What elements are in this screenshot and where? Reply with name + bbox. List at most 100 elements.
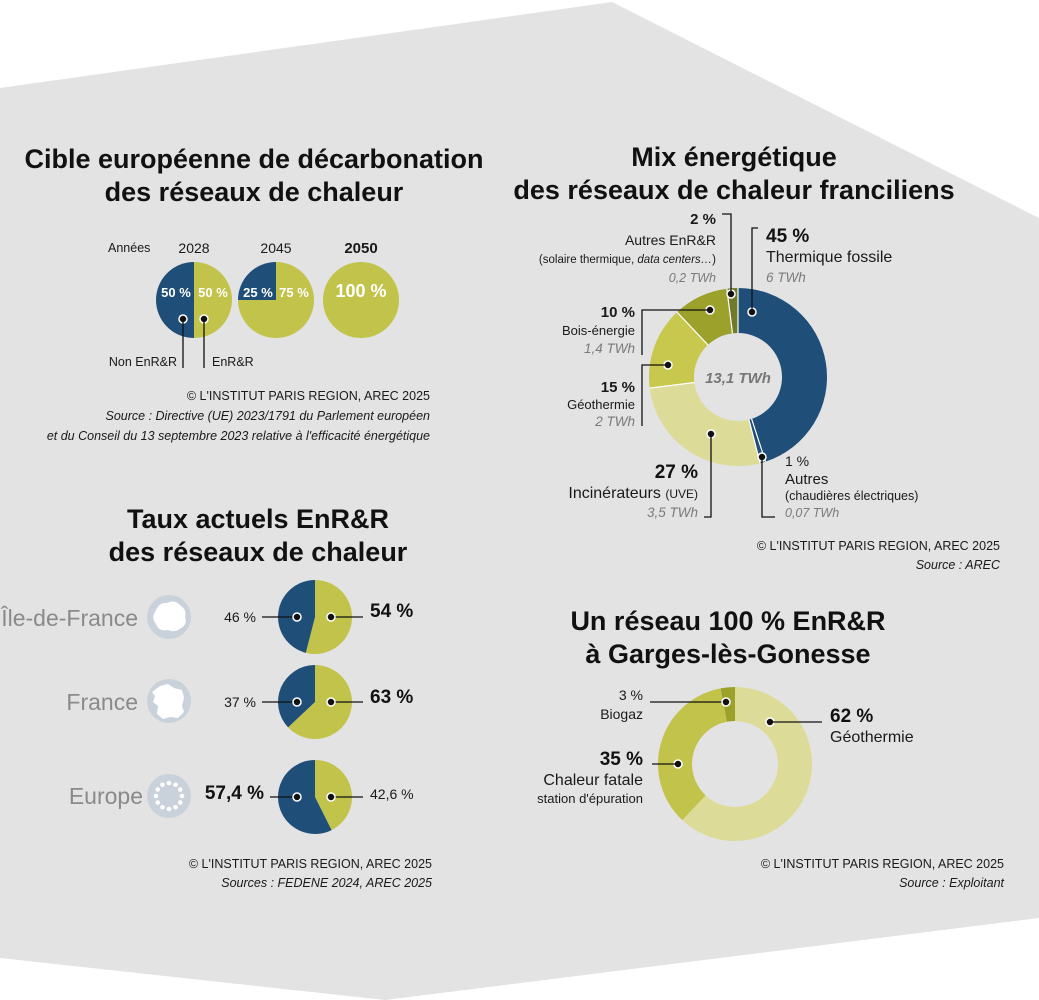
eu-star xyxy=(166,780,172,786)
france-map-icon xyxy=(147,679,191,723)
pie-2050-enr-slice xyxy=(322,262,399,338)
autres-enr-twh: 0,2 TWh xyxy=(669,271,716,285)
garges-chaleur-pct: 35 % xyxy=(600,749,643,770)
garges-geo-pct: 62 % xyxy=(830,706,873,727)
eu-non-dot xyxy=(292,792,302,802)
garges-geo-name: Géothermie xyxy=(830,729,914,746)
pie-2028-enr-label: 50 % xyxy=(198,285,228,300)
fr-non-label: 37 % xyxy=(224,694,256,710)
autres-twh: 0,07 TWh xyxy=(785,506,839,520)
garges-chaleur-name: Chaleur fatale xyxy=(543,772,643,789)
fr-enr-label: 63 % xyxy=(370,687,413,708)
years-label: Années xyxy=(108,241,150,255)
year-2028-label: 2028 xyxy=(178,240,209,256)
incin-twh: 3,5 TWh xyxy=(647,505,698,520)
fr-enr-dot xyxy=(326,697,336,707)
autres-pct: 1 % xyxy=(785,453,809,469)
eu-star xyxy=(173,782,178,788)
panel2-title-line2: des réseaux de chaleur franciliens xyxy=(513,175,954,205)
thermique-name: Thermique fossile xyxy=(766,249,892,266)
eu-enr-dot xyxy=(326,792,336,802)
bois-leader xyxy=(641,309,710,355)
legend-non-enr: Non EnR&R xyxy=(109,355,177,369)
donut-separator xyxy=(649,381,695,389)
panel4-title-line2: à Garges-lès-Gonesse xyxy=(585,639,870,669)
autres-leader xyxy=(761,457,775,518)
fr-non-dot xyxy=(292,697,302,707)
eu-star xyxy=(177,800,183,805)
region-europe: Europe xyxy=(69,783,143,809)
thermique-pct: 45 % xyxy=(766,226,809,247)
legend-enr: EnR&R xyxy=(212,355,254,369)
panel-eu-target: Cible européenne de décarbonation des ré… xyxy=(24,144,483,443)
year-2050-label: 2050 xyxy=(344,240,377,257)
eu-star xyxy=(160,782,165,788)
autres-enr-detail: (solaire thermique, data centers…) xyxy=(539,254,716,266)
autres-enr-leader xyxy=(722,213,732,294)
panel3-source: Sources : FEDENE 2024, AREC 2025 xyxy=(221,876,432,890)
panel2-donut xyxy=(649,288,828,466)
region-france: France xyxy=(66,689,138,715)
donut-total-label: 13,1 TWh xyxy=(705,370,771,387)
bois-name: Bois-énergie xyxy=(562,323,635,338)
panel4-source: Source : Exploitant xyxy=(899,876,1004,890)
autres-name: Autres xyxy=(785,471,828,488)
incin-pct: 27 % xyxy=(655,462,698,483)
idf-enr-label: 54 % xyxy=(370,601,413,622)
idf-enr-dot xyxy=(326,612,336,622)
donut-autres-enr-slice xyxy=(726,288,738,334)
eu-star xyxy=(160,804,165,810)
garges-chaleur-detail: station d'épuration xyxy=(537,791,643,806)
panel1-source-line1: Source : Directive (UE) 2023/1791 du Par… xyxy=(106,409,431,423)
donut-autres-slice xyxy=(748,418,766,464)
geo-name: Géothermie xyxy=(567,397,635,412)
eu-star xyxy=(166,806,172,812)
pie-europe-non-slice xyxy=(278,760,332,834)
bois-twh: 1,4 TWh xyxy=(584,341,635,356)
donut-incinerateurs-slice xyxy=(649,382,761,466)
panel4-credit: © L'INSTITUT PARIS REGION, AREC 2025 xyxy=(761,857,1004,871)
incin-name: Incinérateurs (UVE) xyxy=(568,485,698,502)
pie-2045-non-label: 25 % xyxy=(243,285,273,300)
eu-star xyxy=(179,793,185,799)
garges-biogaz-pct: 3 % xyxy=(619,687,643,703)
panel4-donut xyxy=(658,687,813,842)
bois-pct: 10 % xyxy=(601,304,635,321)
garges-biogaz-dot xyxy=(721,697,731,707)
europe-stars-icon xyxy=(147,774,191,818)
panel1-credit: © L'INSTITUT PARIS REGION, AREC 2025 xyxy=(187,389,430,403)
pie-2028-non-label: 50 % xyxy=(161,285,191,300)
panel3-title-line2: des réseaux de chaleur xyxy=(109,537,408,567)
autres-enr-pct: 2 % xyxy=(690,211,716,228)
pie-2045-enr-label: 75 % xyxy=(279,285,309,300)
autres-detail: (chaudières électriques) xyxy=(785,489,918,503)
panel1-title-line1: Cible européenne de décarbonation xyxy=(24,144,483,174)
panel1-source-line2: et du Conseil du 13 septembre 2023 relat… xyxy=(47,429,430,443)
panel2-source: Source : AREC xyxy=(916,558,1001,572)
thermique-leader xyxy=(751,227,758,312)
donut-geothermie-slice xyxy=(649,312,708,389)
geo-pct: 15 % xyxy=(601,379,635,396)
donut-thermique-slice xyxy=(738,288,828,462)
garges-biogaz-name: Biogaz xyxy=(600,706,643,722)
eu-star xyxy=(153,793,159,799)
panel-garges: Un réseau 100 % EnR&R à Garges-lès-Gones… xyxy=(537,606,1004,890)
panel3-pies xyxy=(277,580,353,834)
geo-twh: 2 TWh xyxy=(594,414,635,429)
year-2045-label: 2045 xyxy=(260,240,291,256)
pie-france-enr-slice xyxy=(288,665,353,739)
panel3-credit: © L'INSTITUT PARIS REGION, AREC 2025 xyxy=(189,857,432,871)
region-ile-de-france: Île-de-France xyxy=(0,605,138,631)
pie-2045-non-slice xyxy=(238,262,276,300)
donut-separator xyxy=(676,311,709,346)
pie-france-non-slice xyxy=(278,665,315,728)
eu-enr-label: 42,6 % xyxy=(370,786,414,802)
garges-geothermie-slice xyxy=(682,687,813,842)
pie-2050-label: 100 % xyxy=(335,281,386,301)
panel3-title-line1: Taux actuels EnR&R xyxy=(127,504,389,534)
panel2-title-line1: Mix énergétique xyxy=(631,142,837,172)
eu-star xyxy=(155,800,161,805)
panel-energy-mix: Mix énergétique des réseaux de chaleur f… xyxy=(513,142,1001,572)
eu-star xyxy=(177,787,183,792)
